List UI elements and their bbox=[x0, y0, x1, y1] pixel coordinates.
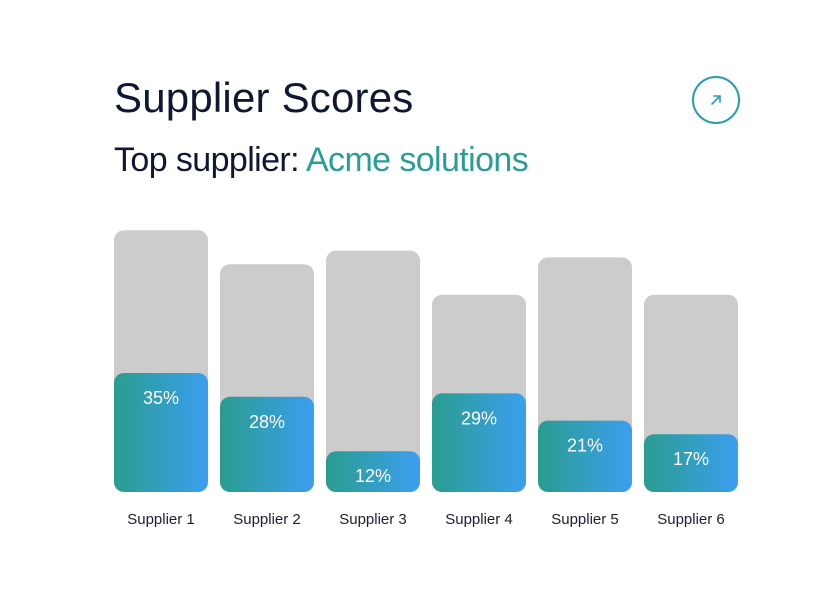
category-label: Supplier 2 bbox=[233, 511, 301, 528]
bar-value-label: 12% bbox=[355, 466, 391, 486]
bar-value-label: 35% bbox=[143, 388, 179, 408]
bar-value-label: 17% bbox=[673, 449, 709, 469]
expand-button[interactable] bbox=[692, 76, 740, 124]
top-supplier-subtitle: Top supplier: Acme solutions bbox=[114, 138, 529, 182]
score-bar[interactable] bbox=[220, 396, 314, 492]
page-title: Supplier Scores bbox=[114, 74, 414, 121]
arrow-up-right-icon bbox=[711, 95, 721, 105]
score-bar[interactable] bbox=[432, 393, 526, 492]
score-bar[interactable] bbox=[326, 451, 420, 492]
category-label: Supplier 5 bbox=[551, 511, 619, 528]
bar-value-label: 29% bbox=[461, 408, 497, 428]
category-label: Supplier 6 bbox=[657, 511, 725, 528]
top-supplier-prefix: Top supplier: bbox=[114, 141, 300, 179]
score-bar[interactable] bbox=[644, 434, 738, 492]
score-bar[interactable] bbox=[114, 373, 208, 492]
background-bar bbox=[326, 250, 420, 492]
category-label: Supplier 4 bbox=[445, 511, 513, 528]
score-bar[interactable] bbox=[538, 420, 632, 492]
bar-value-label: 28% bbox=[249, 412, 285, 432]
category-label: Supplier 1 bbox=[127, 511, 195, 528]
bar-value-label: 21% bbox=[567, 436, 603, 456]
top-supplier-name: Acme solutions bbox=[305, 141, 529, 179]
category-label: Supplier 3 bbox=[339, 511, 407, 528]
